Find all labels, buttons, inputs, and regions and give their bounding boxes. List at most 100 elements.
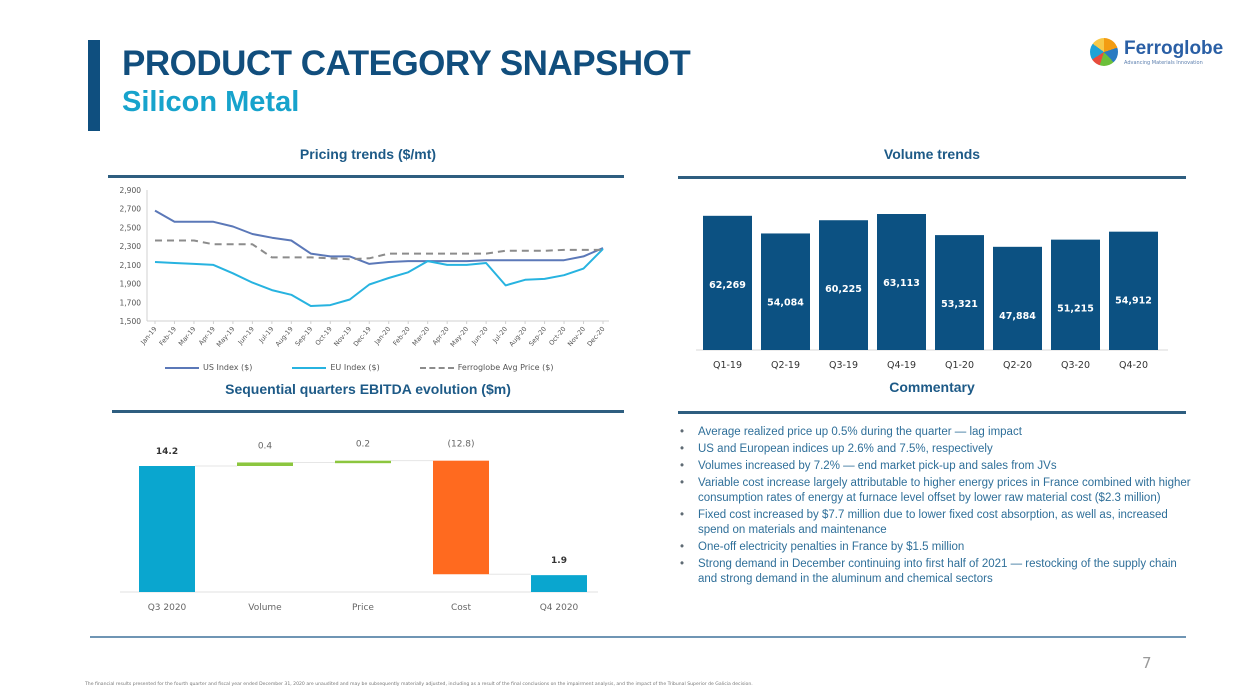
bar-value-label: 62,269 (709, 280, 746, 291)
bar-value-label: 63,113 (883, 278, 920, 289)
x-tick-label: Feb-20 (391, 325, 411, 347)
bottom-divider (90, 636, 1186, 638)
logo-tagline: Advancing Materials Innovation (1124, 59, 1203, 66)
x-tick-label: Jun-19 (236, 325, 256, 347)
bar-value-label: 54,084 (767, 297, 804, 308)
y-tick-label: 2,900 (120, 186, 142, 195)
bar-value-label: 60,225 (825, 284, 862, 295)
x-category-label: Q3-19 (829, 360, 858, 371)
x-category-label: Q4-19 (887, 360, 916, 371)
volume-bar-chart: 62,269 Q1-19 54,084 Q2-19 60,225 Q3-19 63,113 Q… (696, 214, 1168, 371)
x-tick-label: Nov-19 (332, 325, 353, 348)
x-tick-label: Sep-20 (527, 325, 548, 348)
y-tick-label: 1,700 (120, 298, 142, 307)
series-line-us-index (154, 209, 604, 265)
globe-logo-icon (1090, 38, 1118, 66)
commentary-item: Volumes increased by 7.2% — end market p… (678, 459, 1198, 474)
commentary-item: Fixed cost increased by $7.7 million due… (678, 508, 1198, 538)
pricing-line-chart: 1,500 1,700 1,900 2,100 2,300 2,500 2,700 2,900… (120, 186, 609, 349)
y-tick-label: 2,100 (120, 261, 142, 270)
x-category-label: Volume (248, 603, 282, 613)
title-accent-bar (88, 40, 100, 131)
series-line-eu-index (154, 248, 604, 307)
legend-us-label: US Index ($) (203, 363, 253, 372)
x-tick-label: Dec-19 (352, 325, 373, 348)
volume-bar (1109, 231, 1158, 350)
pricing-divider (108, 175, 624, 178)
volume-divider (678, 176, 1186, 179)
bar-value-label: 47,884 (999, 311, 1036, 322)
commentary-item: US and European indices up 2.6% and 7.5%… (678, 442, 1198, 457)
x-category-label: Q1-20 (945, 360, 974, 371)
ebitda-divider (112, 410, 624, 413)
page-title: PRODUCT CATEGORY SNAPSHOT (122, 44, 691, 83)
x-category-label: Price (352, 603, 374, 613)
legend-eu-label: EU Index ($) (330, 363, 380, 372)
legend-ferroglobe-swatch (419, 366, 454, 369)
volume-bar (877, 214, 926, 350)
waterfall-value-label: 0.2 (356, 440, 370, 450)
x-category-label: Q2-20 (1003, 360, 1032, 371)
pricing-trends-title: Pricing trends ($/mt) (299, 146, 437, 162)
x-tick-label: Aug-20 (508, 325, 529, 348)
page-subtitle: Silicon Metal (122, 86, 300, 118)
commentary-divider (678, 411, 1186, 414)
x-category-label: Q3 2020 (148, 603, 187, 613)
commentary-item: Strong demand in December continuing int… (678, 557, 1198, 587)
x-tick-label: Mar-19 (177, 325, 198, 347)
waterfall-bar (335, 460, 391, 464)
ferroglobe-logo: Ferroglobe Advancing Materials Innovatio… (1090, 38, 1223, 66)
waterfall-bar (433, 460, 489, 575)
x-tick-label: Jul-20 (490, 325, 509, 345)
commentary-list: Average realized price up 0.5% during th… (678, 425, 1198, 589)
x-tick-label: Oct-19 (314, 325, 334, 347)
waterfall-value-label: 14.2 (156, 447, 178, 457)
volume-bar (761, 233, 810, 350)
footnote: The financial results presented for the … (85, 682, 753, 687)
x-tick-label: Nov-20 (566, 325, 587, 348)
x-category-label: Q4-20 (1119, 360, 1148, 371)
commentary-item: One-off electricity penalties in France … (678, 540, 1198, 555)
x-tick-label: Jul-19 (257, 325, 276, 345)
x-tick-label: Jun-20 (470, 325, 490, 347)
volume-bar (819, 220, 868, 350)
volume-bar (935, 235, 984, 350)
ebitda-waterfall-chart: 14.2 Q3 2020 0.4 Volume 0.2 Price (12.8) Cost 1.… (120, 440, 598, 613)
x-category-label: Q4 2020 (540, 603, 579, 613)
logo-name: Ferroglobe (1124, 37, 1224, 59)
volume-bar (703, 215, 752, 350)
legend-ferroglobe-label: Ferroglobe Avg Price ($) (457, 363, 554, 372)
x-category-label: Q3-20 (1061, 360, 1090, 371)
legend-eu-swatch (292, 366, 327, 369)
x-tick-label: May-20 (449, 325, 471, 348)
y-tick-label: 2,500 (120, 223, 142, 232)
y-tick-label: 2,300 (120, 242, 142, 251)
x-tick-label: Oct-20 (547, 325, 567, 347)
commentary-title: Commentary (889, 379, 975, 395)
x-tick-label: Mar-20 (411, 325, 432, 347)
page-number: 7 (1142, 654, 1152, 672)
series-line-ferroglobe-avg (155, 239, 603, 261)
ebitda-evolution-title: Sequential quarters EBITDA evolution ($m… (225, 381, 511, 397)
x-tick-label: Dec-20 (585, 325, 606, 348)
commentary-item: Variable cost increase largely attributa… (678, 476, 1198, 506)
volume-bar (1051, 239, 1100, 350)
volume-trends-title: Volume trends (883, 146, 981, 162)
waterfall-value-label: 0.4 (258, 441, 273, 451)
x-category-label: Q1-19 (713, 360, 742, 371)
bar-value-label: 51,215 (1057, 304, 1094, 315)
x-tick-label: Jan-19 (138, 325, 158, 347)
pricing-legend: US Index ($) EU Index ($) Ferroglobe Avg… (165, 363, 553, 372)
bar-value-label: 54,912 (1115, 296, 1152, 307)
waterfall-bar (139, 466, 195, 592)
waterfall-bar (531, 575, 587, 592)
x-tick-label: Feb-19 (158, 325, 178, 347)
legend-us-swatch (165, 366, 199, 369)
y-tick-label: 1,900 (120, 280, 142, 289)
waterfall-value-label: 1.9 (551, 556, 567, 566)
x-category-label: Cost (451, 603, 471, 613)
x-tick-label: Aug-19 (274, 325, 295, 348)
x-tick-label: Jan-20 (372, 325, 392, 347)
bar-value-label: 53,321 (941, 299, 978, 310)
y-tick-label: 2,700 (120, 205, 142, 214)
